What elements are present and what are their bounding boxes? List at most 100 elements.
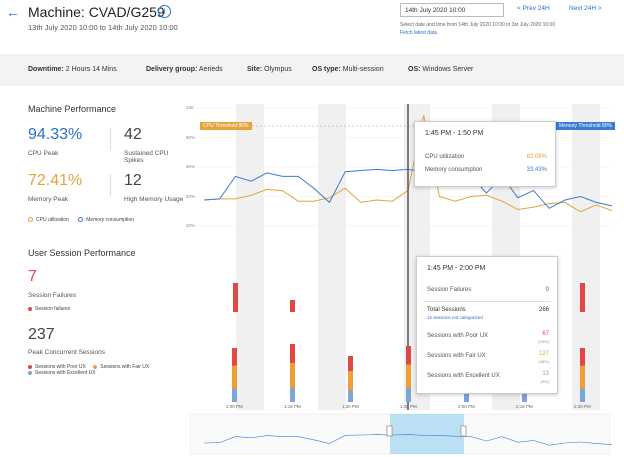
tooltip-divider xyxy=(423,301,551,302)
date-hint: Select date and time from 14th July 2020… xyxy=(400,22,556,28)
delivery-value: Aerieds xyxy=(198,66,223,73)
timeline-handle-right[interactable] xyxy=(460,425,467,437)
session-failures-label: Session Failures xyxy=(28,292,77,299)
timeline-handle-left[interactable] xyxy=(386,425,393,437)
y-tick-label: 80% xyxy=(186,134,196,140)
time-band xyxy=(236,104,264,410)
perf-tooltip: 1:45 PM - 1:50 PM CPU utilization 82.08%… xyxy=(414,121,556,187)
spikes-value: 42 xyxy=(124,126,142,143)
excellent-segment[interactable] xyxy=(406,388,411,402)
ux-legend: Sessions with Poor UX Sessions with Fair… xyxy=(28,364,178,376)
session-failures-value: 7 xyxy=(28,268,37,285)
fair-segment[interactable] xyxy=(348,371,353,391)
y-tick-label: 40% xyxy=(186,193,196,199)
memory-peak-label: Memory Peak xyxy=(28,196,69,203)
poor-segment[interactable] xyxy=(290,344,295,364)
concurrent-sessions-label: Peak Concurrent Sessions xyxy=(28,349,105,356)
tooltip-cpu-label: CPU utilization xyxy=(425,154,465,160)
failure-bar[interactable] xyxy=(290,300,295,312)
fair-segment[interactable] xyxy=(290,363,295,388)
fair-segment[interactable] xyxy=(580,365,585,389)
machine-performance-title: Machine Performance xyxy=(28,104,117,114)
x-tick-label: 2:00 PM xyxy=(458,404,475,409)
poor-segment[interactable] xyxy=(348,356,353,372)
poor-segment[interactable] xyxy=(406,346,411,365)
tooltip-cpu-value: 82.08% xyxy=(526,154,547,160)
x-tick-label: 1:15 PM xyxy=(284,404,301,409)
poor-segment[interactable] xyxy=(580,348,585,366)
fair-legend-label: Sessions with Fair UX xyxy=(100,364,150,370)
failure-bar[interactable] xyxy=(580,283,585,312)
excellent-legend-label: Sessions with Excellent UX xyxy=(35,370,96,376)
tooltip-mem-label: Memory consumption xyxy=(425,167,483,173)
ostype-label: OS type: xyxy=(312,66,341,73)
timeline-selection[interactable] xyxy=(390,414,464,454)
excellent-segment[interactable] xyxy=(348,390,353,403)
cpu-threshold-label: CPU Threshold 80% xyxy=(200,122,252,130)
tooltip-not-categorized[interactable]: 12 sessions not categorized xyxy=(427,315,483,320)
excellent-segment[interactable] xyxy=(290,387,295,403)
tooltip-poor-value: 67 xyxy=(542,331,549,337)
os-label: OS: xyxy=(408,66,421,73)
user-session-title: User Session Performance xyxy=(28,248,136,258)
session-tooltip: 1:45 PM - 2:00 PM Session Failures 0 Tot… xyxy=(416,256,558,394)
navigator-line xyxy=(203,434,613,446)
downtime-label: Downtime: xyxy=(28,66,64,73)
time-band xyxy=(572,104,600,410)
high-memory-value: 12 xyxy=(124,172,142,189)
info-icon[interactable]: i xyxy=(158,5,171,18)
session-tooltip-time: 1:45 PM - 2:00 PM xyxy=(427,265,486,272)
time-band xyxy=(318,104,346,410)
failure-marker xyxy=(28,306,32,311)
tooltip-poor-label: Sessions with Poor UX xyxy=(427,333,489,339)
date-range: 13th July 2020 10:00 to 14th July 2020 1… xyxy=(28,23,178,32)
prev-24h-button[interactable]: < Prev 24H xyxy=(517,5,550,12)
excellent-segment[interactable] xyxy=(522,389,527,403)
page-title: Machine: CVAD/G259 xyxy=(28,4,165,20)
tooltip-mem-value: 33.43% xyxy=(526,167,547,173)
failure-bars xyxy=(233,283,585,312)
excellent-segment[interactable] xyxy=(580,388,585,403)
failure-bar[interactable] xyxy=(233,283,238,312)
downtime-value: 2 Hours 14 Mins xyxy=(65,66,117,73)
high-memory-label: High Memory Usage xyxy=(124,196,184,203)
excellent-segment[interactable] xyxy=(232,388,237,403)
ostype-value: Multi-session xyxy=(342,66,384,73)
tooltip-failures-label: Session Failures xyxy=(427,287,472,293)
cpu-legend-label: CPU utilization xyxy=(36,217,69,223)
next-24h-button[interactable]: Next 24H > xyxy=(569,5,602,12)
perf-legend: CPU utilization Memory consumption xyxy=(28,217,134,223)
x-tick-label: 1:45 PM xyxy=(400,404,417,409)
memory-peak-value: 72.41% xyxy=(28,172,83,189)
site-value: Olympus xyxy=(264,66,292,73)
summary-strip: Downtime: 2 Hours 14 Mins Delivery group… xyxy=(0,54,624,86)
fetch-latest-link[interactable]: Fetch latest data xyxy=(400,30,437,36)
tooltip-failures-value: 0 xyxy=(545,287,549,293)
poor-segment[interactable] xyxy=(232,348,237,366)
concurrent-sessions-value: 237 xyxy=(28,326,55,343)
back-arrow-icon[interactable]: ← xyxy=(6,4,20,20)
site-label: Site: xyxy=(247,66,263,73)
excellent-segment[interactable] xyxy=(464,389,469,402)
fair-segment[interactable] xyxy=(406,364,411,388)
cpu-legend-marker xyxy=(28,217,33,223)
y-tick-label: 60% xyxy=(186,164,196,169)
tooltip-fair-pct: (48%) xyxy=(538,359,549,364)
divider xyxy=(110,174,111,196)
date-input[interactable]: 14th July 2020 10:00 xyxy=(400,3,504,17)
cpu-peak-value: 94.33% xyxy=(28,126,83,143)
tooltip-fair-label: Sessions with Fair UX xyxy=(427,353,486,359)
x-tick-label: 1:30 PM xyxy=(342,404,359,409)
tooltip-poor-pct: (25%) xyxy=(538,339,549,344)
poor-legend-label: Sessions with Poor UX xyxy=(35,364,86,370)
delivery-label: Delivery group: xyxy=(146,66,198,73)
fair-segment[interactable] xyxy=(232,365,237,389)
x-tick-label: 2:30 PM xyxy=(574,404,591,409)
tooltip-fair-value: 127 xyxy=(538,351,549,357)
divider xyxy=(110,128,111,150)
y-tick-label: 20% xyxy=(186,223,196,228)
tooltip-excellent-value: 13 xyxy=(542,371,549,377)
excellent-marker xyxy=(28,370,32,375)
y-tick-label: 100 xyxy=(186,105,194,110)
header xyxy=(0,0,624,50)
